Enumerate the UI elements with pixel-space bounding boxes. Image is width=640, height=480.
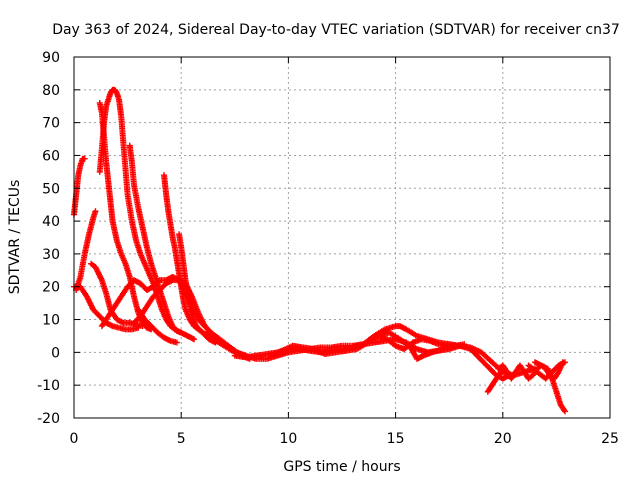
data-point [501,365,508,372]
data-point [191,336,198,343]
series-arc-12 [135,306,180,346]
x-tick-label: 5 [177,431,186,447]
x-axis-label: GPS time / hours [283,459,400,475]
y-tick-label: 10 [42,313,60,329]
data-point [461,341,468,348]
x-tick-label: 10 [279,431,297,447]
y-tick-label: 80 [42,83,60,99]
x-tick-label: 15 [387,431,405,447]
y-tick-label: 0 [51,345,60,361]
series-arc-21 [525,359,568,382]
data-points [71,86,568,415]
series-arc-17 [467,346,513,382]
grid [74,57,610,418]
data-point [81,155,88,162]
data-point [173,339,180,346]
plot-frame [73,56,611,419]
y-tick-label: 70 [42,116,60,132]
data-point [178,329,185,336]
y-tick-label: 60 [42,148,60,164]
series-arc-11 [131,277,253,362]
y-tick-label: -10 [37,378,60,394]
data-point [92,208,99,215]
series-arc-16 [375,332,468,353]
x-tick-label: 25 [601,431,619,447]
y-tick-labels: -20 -10 0 10 20 30 40 50 60 70 80 90 [37,50,60,427]
y-tick-label: -20 [37,411,60,427]
data-point [561,359,568,366]
series-arc-15 [268,329,468,362]
chart-title: Day 363 of 2024, Sidereal Day-to-day VTE… [52,22,620,38]
y-tick-label: 50 [42,181,60,197]
x-tick-label: 20 [494,431,512,447]
data-point [561,408,568,415]
x-tick-label: 0 [70,431,79,447]
series-arc-7 [126,142,185,336]
axis-ticks [73,56,611,419]
y-tick-label: 40 [42,214,60,230]
y-axis-label: SDTVAR / TECUs [7,180,23,295]
y-tick-label: 30 [42,247,60,263]
y-tick-label: 90 [42,50,60,66]
series-arc-19 [484,365,508,395]
data-point [113,89,120,96]
x-tick-labels: 0 5 10 15 20 25 [70,431,619,447]
y-tick-label: 20 [42,280,60,296]
